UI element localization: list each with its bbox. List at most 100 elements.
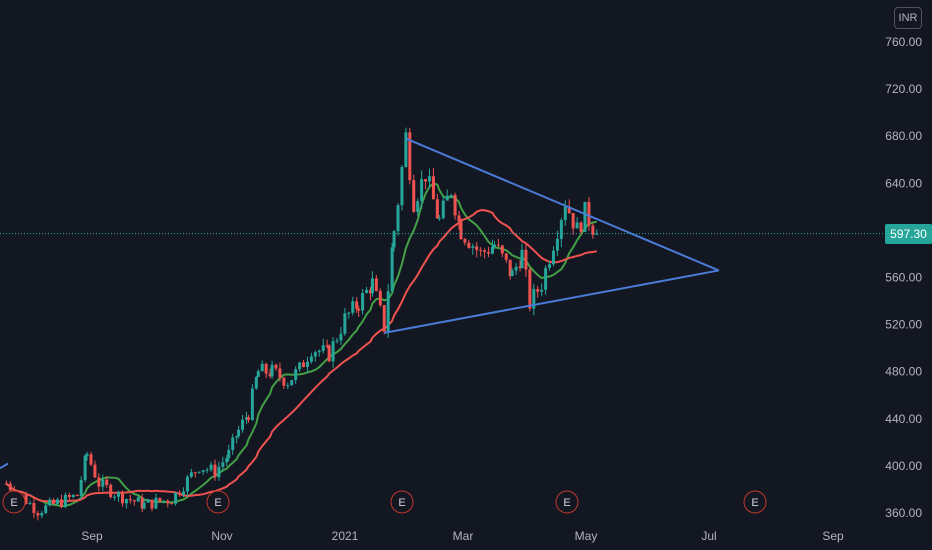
candle-body: [571, 213, 575, 229]
candle-body: [457, 215, 461, 222]
candle-body: [548, 264, 552, 268]
candle: [365, 286, 369, 294]
candle-body: [459, 221, 463, 240]
candle: [189, 468, 193, 479]
candle: [408, 127, 412, 185]
candle-body: [170, 503, 174, 505]
candle-body: [48, 499, 52, 506]
candle: [286, 382, 290, 390]
candle-body: [520, 249, 524, 269]
candle: [496, 238, 500, 248]
candle-body: [510, 270, 514, 277]
candle: [290, 379, 294, 386]
candle: [467, 239, 471, 249]
candle: [174, 492, 178, 506]
candle-body: [205, 469, 209, 471]
candle-body: [101, 479, 105, 487]
x-tick-label: Mar: [453, 529, 474, 543]
candle: [75, 494, 79, 497]
candle: [24, 491, 28, 505]
candle-body: [357, 308, 361, 311]
candle-body: [136, 497, 140, 502]
candle-body: [445, 195, 449, 201]
candle: [309, 352, 313, 364]
earnings-marker[interactable]: E: [555, 490, 579, 514]
candle: [170, 502, 174, 505]
candle-body: [317, 350, 321, 353]
earnings-marker[interactable]: E: [2, 490, 26, 514]
candle-body: [89, 454, 93, 465]
candle-body: [351, 301, 355, 313]
candle-body: [441, 200, 445, 219]
candle-body: [386, 291, 390, 332]
candle-body: [339, 333, 343, 341]
candle: [260, 360, 264, 372]
trendlines[interactable]: [0, 137, 720, 470]
candle: [471, 243, 475, 255]
candle: [294, 366, 298, 384]
y-tick-label: 640.00: [885, 176, 922, 190]
candle-body: [209, 464, 213, 470]
earnings-marker-label: E: [751, 497, 758, 509]
earnings-marker[interactable]: E: [743, 490, 767, 514]
candle: [483, 248, 487, 259]
candle-body: [142, 502, 146, 509]
moving-average-lines: [5, 182, 597, 508]
time-axis[interactable]: Sep Nov 2021 Mar May Jul Sep: [81, 529, 844, 543]
candle: [250, 384, 254, 421]
x-tick-label: Sep: [822, 529, 844, 543]
candle: [235, 435, 239, 444]
candle-body: [435, 199, 439, 219]
candle: [453, 192, 457, 220]
candle-body: [408, 132, 412, 181]
trendline-2: [384, 269, 719, 334]
y-tick-label: 720.00: [885, 82, 922, 96]
candle-body: [201, 470, 205, 472]
candle: [508, 259, 512, 280]
earnings-marker[interactable]: E: [206, 490, 230, 514]
candle: [52, 498, 56, 505]
candle-body: [282, 377, 286, 386]
candle: [351, 296, 355, 316]
candle: [400, 164, 404, 211]
candle: [445, 189, 449, 201]
candle-body: [587, 201, 591, 226]
candle-body: [83, 455, 87, 481]
candle: [528, 267, 532, 312]
earnings-marker-circle: [743, 490, 767, 514]
candle-body: [213, 464, 217, 478]
candle-body: [246, 417, 250, 420]
currency-badge[interactable]: INR: [894, 7, 922, 29]
earnings-marker[interactable]: E: [390, 490, 414, 514]
candle-body: [298, 362, 302, 370]
candle: [500, 244, 504, 258]
candle-body: [404, 132, 408, 167]
candle: [79, 476, 83, 500]
candle-body: [305, 361, 309, 368]
candle-body: [79, 480, 83, 496]
candle-body: [321, 345, 325, 351]
candle-body: [270, 364, 274, 377]
candle-body: [532, 288, 536, 309]
candle-body: [309, 356, 313, 362]
earnings-marker-label: E: [398, 497, 405, 509]
candle-body: [347, 312, 351, 314]
x-tick-label: Nov: [211, 529, 232, 543]
candle: [166, 499, 170, 508]
y-tick-label: 440.00: [885, 412, 922, 426]
candle-body: [563, 206, 567, 221]
candle-body: [453, 194, 457, 216]
candle: [555, 230, 559, 257]
candlestick-series: [4, 127, 599, 521]
candle: [128, 494, 132, 504]
candle-body: [559, 220, 563, 239]
candle: [193, 471, 197, 478]
price-axis[interactable]: 360.00400.00440.00480.00520.00560.00600.…: [885, 35, 922, 520]
candle-body: [327, 345, 331, 362]
candle: [162, 500, 166, 504]
candle-body: [479, 250, 483, 252]
candle-body: [508, 259, 512, 277]
candle: [325, 339, 329, 349]
